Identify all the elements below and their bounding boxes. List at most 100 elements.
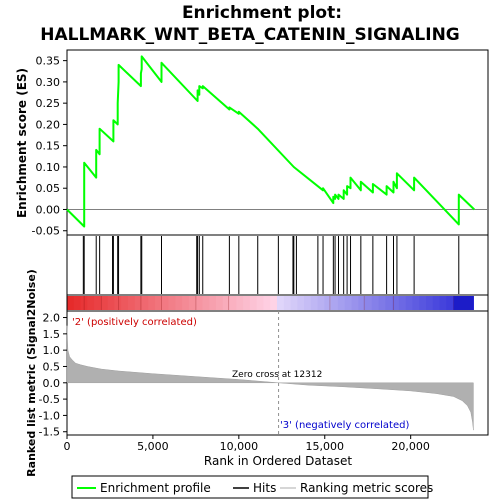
color-bar-segment — [392, 296, 400, 310]
color-bar-segment — [385, 296, 393, 310]
metric-y-tick-label: -0.5 — [39, 393, 60, 406]
metric-y-tick-label: 0.5 — [43, 360, 61, 373]
color-bar-segment — [310, 296, 319, 310]
color-bar-segment — [351, 296, 359, 310]
enrichment-profile-path — [66, 55, 475, 228]
color-bar-segment — [270, 296, 278, 310]
ranking-metric-area — [66, 325, 474, 431]
color-bar-segment — [405, 296, 414, 310]
color-bar-segment — [114, 296, 122, 310]
metric-y-tick-label: 1.0 — [43, 344, 61, 357]
color-bar-segment — [276, 296, 285, 310]
chart-title-line2: HALLMARK_WNT_BETA_CATENIN_SIGNALING — [40, 25, 460, 45]
color-bar-segment — [317, 296, 325, 310]
color-bar-segment — [324, 296, 332, 310]
es-y-axis: -0.05 0.00 0.05 0.10 0.15 0.20 0.25 0.30 0.35 — [32, 55, 67, 238]
x-tick-label: 0 — [64, 440, 71, 453]
color-bar-segment — [304, 296, 312, 310]
color-bar-segment — [73, 296, 82, 310]
color-bar-segment — [209, 296, 217, 310]
color-bar-segment — [127, 296, 136, 310]
es-y-tick-label: 0.15 — [36, 140, 61, 153]
es-y-tick-label: 0.05 — [36, 182, 61, 195]
color-bar-segment — [283, 296, 292, 310]
color-bar-segment — [358, 296, 366, 310]
color-bar-segment — [121, 296, 129, 310]
negative-correlation-label: '3' (negatively correlated) — [280, 420, 409, 431]
color-bar-segment — [425, 296, 434, 310]
es-y-tick-label: 0.20 — [36, 118, 61, 131]
color-bar-segment — [432, 296, 441, 310]
color-bar-segment — [398, 296, 407, 310]
color-bar-segment — [87, 296, 95, 310]
metric-y-axis-label: Ranked list metric (Signal2Noise) — [25, 269, 38, 477]
color-bar-segment — [297, 296, 305, 310]
color-bar-segment — [107, 296, 116, 310]
color-bar-segment — [229, 296, 237, 310]
legend-item-ranking-metric: Ranking metric scores — [280, 481, 433, 495]
color-bar-segment — [195, 296, 204, 310]
color-bar-segment — [256, 296, 265, 310]
color-bar-segment — [216, 296, 224, 310]
metric-y-tick-label: 2.0 — [43, 312, 61, 325]
color-bar-segment — [419, 296, 427, 310]
metric-y-axis: -1.5 -1.0 -0.5 0.0 0.5 1.0 1.5 2.0 — [39, 312, 67, 439]
legend-frame — [71, 475, 429, 499]
color-bar-segment — [175, 296, 183, 310]
legend-label-enrichment-profile: Enrichment profile — [100, 481, 211, 495]
color-bar-segment — [67, 296, 75, 310]
color-bar-segment — [263, 296, 271, 310]
legend-label-hits: Hits — [253, 481, 276, 495]
color-bar-segment — [243, 296, 251, 310]
legend-item-hits: Hits — [233, 481, 276, 495]
color-bar-segment — [168, 296, 176, 310]
x-tick-label: 5,000 — [137, 440, 169, 453]
color-bar-segment — [412, 296, 420, 310]
color-bar-segment — [188, 296, 197, 310]
color-bar-segment — [80, 296, 88, 310]
color-bar-segment — [378, 296, 386, 310]
color-bar-segment — [155, 296, 163, 310]
color-bar-segment — [290, 296, 298, 310]
color-bar-segment — [344, 296, 353, 310]
positive-correlation-label: '2' (positively correlated) — [72, 317, 197, 328]
x-axis: 0 5,000 10,000 15,000 20,000 — [64, 435, 430, 453]
color-bar-segment — [161, 296, 170, 310]
legend-label-ranking-metric: Ranking metric scores — [300, 481, 433, 495]
metric-y-tick-label: -1.0 — [39, 409, 60, 422]
legend-item-enrichment-profile: Enrichment profile — [77, 481, 211, 495]
x-tick-label: 15,000 — [306, 440, 345, 453]
color-bar-segment — [365, 296, 373, 310]
enrichment-profile-line — [66, 55, 475, 228]
x-tick-label: 10,000 — [220, 440, 259, 453]
color-bar-segment — [249, 296, 258, 310]
color-bar-segment — [222, 296, 231, 310]
color-bar-segment — [100, 296, 109, 310]
es-y-tick-label: 0.25 — [36, 97, 61, 110]
color-bar-tail — [453, 296, 474, 310]
color-bar-segment — [148, 296, 156, 310]
es-y-tick-label: 0.10 — [36, 161, 61, 174]
x-tick-label: 20,000 — [391, 440, 430, 453]
color-bar-segment — [182, 296, 190, 310]
hits-panel-frame — [66, 234, 489, 296]
color-bar-segment — [134, 296, 143, 310]
color-bar-segment — [141, 296, 149, 310]
color-bar-segment — [94, 296, 102, 310]
es-y-axis-label: Enrichment score (ES) — [15, 68, 29, 218]
es-y-tick-label: 0.35 — [36, 55, 61, 68]
color-bar-segment — [446, 296, 454, 310]
es-y-tick-label: -0.05 — [32, 225, 60, 238]
color-bar-segment — [439, 296, 447, 310]
color-bar-segment — [331, 296, 339, 310]
color-bar-segment — [236, 296, 244, 310]
color-bar-segment — [202, 296, 210, 310]
color-bar-segment — [371, 296, 380, 310]
correlation-color-bar — [67, 296, 474, 310]
ranking-metric-fill — [66, 325, 474, 431]
chart-title-line1: Enrichment plot: — [182, 3, 342, 23]
x-axis-label: Rank in Ordered Dataset — [204, 454, 352, 468]
zero-cross-label: Zero cross at 12312 — [232, 370, 322, 380]
